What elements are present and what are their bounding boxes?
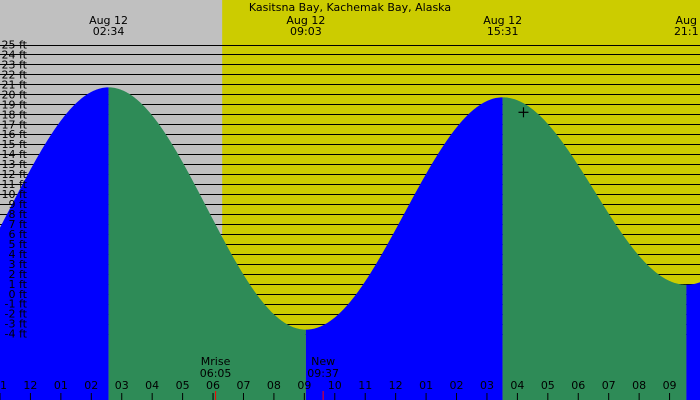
rising-tide-area bbox=[305, 97, 503, 400]
y-tick-label: 23 ft bbox=[2, 58, 28, 71]
falling-tide-area bbox=[108, 87, 306, 400]
y-tick-label: 3 ft bbox=[9, 258, 28, 271]
tide-areas bbox=[0, 87, 700, 400]
hour-tick-label: 06 bbox=[206, 379, 220, 392]
y-tick-label: 17 ft bbox=[2, 118, 28, 131]
y-tick-label: 5 ft bbox=[9, 238, 28, 251]
y-tick-label: 1 ft bbox=[9, 278, 28, 291]
hour-tick-label: 09 bbox=[297, 379, 311, 392]
hour-tick-label: 05 bbox=[541, 379, 555, 392]
tide-time-label: 02:34 bbox=[93, 25, 125, 38]
y-tick-label: 18 ft bbox=[2, 108, 28, 121]
hour-tick-label: 03 bbox=[480, 379, 494, 392]
y-tick-label: 2 ft bbox=[9, 268, 28, 281]
hour-tick-label: 02 bbox=[84, 379, 98, 392]
y-tick-label: 6 ft bbox=[9, 228, 28, 241]
tide-date-label: Aug 12 bbox=[89, 14, 128, 27]
hour-tick-label: 11 bbox=[0, 379, 7, 392]
hour-tick-label: 04 bbox=[510, 379, 524, 392]
y-tick-label: -2 ft bbox=[5, 308, 28, 321]
y-tick-label: 7 ft bbox=[9, 218, 28, 231]
hour-tick-label: 01 bbox=[419, 379, 433, 392]
y-tick-label: 16 ft bbox=[2, 128, 28, 141]
y-tick-label: 20 ft bbox=[2, 88, 28, 101]
y-tick-label: 25 ft bbox=[2, 39, 28, 52]
tide-time-label: 15:31 bbox=[487, 25, 519, 38]
moon-event-label: Mrise bbox=[201, 355, 231, 368]
tide-date-label: Aug 12 bbox=[483, 14, 522, 27]
hour-tick-label: 10 bbox=[328, 379, 342, 392]
hour-tick-label: 08 bbox=[267, 379, 281, 392]
hour-tick-label: 09 bbox=[663, 379, 677, 392]
y-tick-label: 10 ft bbox=[2, 188, 28, 201]
moon-event-label: New bbox=[311, 355, 335, 368]
y-tick-label: -4 ft bbox=[5, 328, 28, 341]
cursor-marker[interactable] bbox=[518, 107, 529, 118]
chart-title: Kasitsna Bay, Kachemak Bay, Alaska bbox=[249, 1, 451, 14]
y-tick-label: 8 ft bbox=[9, 208, 28, 221]
hour-tick-label: 02 bbox=[450, 379, 464, 392]
moon-event-time: 06:05 bbox=[200, 367, 232, 380]
tide-time-label: 09:03 bbox=[290, 25, 322, 38]
hour-tick-label: 07 bbox=[236, 379, 250, 392]
y-tick-label: -3 ft bbox=[5, 318, 28, 331]
hour-tick-label: 06 bbox=[571, 379, 585, 392]
tide-date-label: Aug 12 bbox=[286, 14, 325, 27]
falling-tide-area bbox=[502, 97, 687, 400]
hour-tick-label: 07 bbox=[602, 379, 616, 392]
hour-tick-label: 04 bbox=[145, 379, 159, 392]
y-tick-label: 9 ft bbox=[9, 198, 28, 211]
y-tick-label: -1 ft bbox=[5, 298, 28, 311]
hour-tick-label: 08 bbox=[632, 379, 646, 392]
hour-tick-label: 12 bbox=[389, 379, 403, 392]
hour-tick-label: 01 bbox=[54, 379, 68, 392]
hour-axis: 11 12 01 02 03 04 05 06 07 08 09 10 11 12 01 02 03 04 05 06… bbox=[0, 379, 677, 400]
y-tick-label: 11 ft bbox=[2, 178, 28, 191]
y-tick-label: 0 ft bbox=[9, 288, 28, 301]
hour-tick-label: 03 bbox=[115, 379, 129, 392]
y-tick-label: 4 ft bbox=[9, 248, 28, 261]
y-tick-label: 14 ft bbox=[2, 148, 28, 161]
rising-tide-area bbox=[686, 282, 700, 400]
y-tick-label: 12 ft bbox=[2, 168, 28, 181]
y-tick-label: 15 ft bbox=[2, 138, 28, 151]
hour-tick-label: 12 bbox=[23, 379, 37, 392]
y-tick-label: 21 ft bbox=[2, 78, 28, 91]
hour-tick-label: 11 bbox=[358, 379, 372, 392]
y-tick-label: 24 ft bbox=[2, 48, 28, 61]
rising-tide-area bbox=[0, 87, 109, 400]
tide-date-label: Aug bbox=[676, 14, 697, 27]
y-tick-label: 19 ft bbox=[2, 98, 28, 111]
y-tick-label: 22 ft bbox=[2, 68, 28, 81]
hour-tick-label: 05 bbox=[176, 379, 190, 392]
tide-time-label: 21:1 bbox=[674, 25, 699, 38]
moon-event-time: 09:37 bbox=[307, 367, 339, 380]
y-tick-label: 13 ft bbox=[2, 158, 28, 171]
